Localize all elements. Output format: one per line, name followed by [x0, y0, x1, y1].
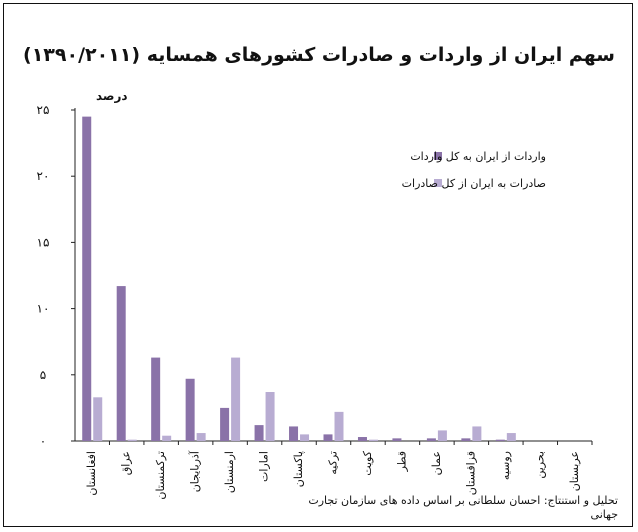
- category-label: عمان: [430, 451, 443, 475]
- bar-imports: [220, 407, 230, 441]
- bar-imports: [82, 116, 92, 442]
- category-label: روسیه: [499, 451, 512, 480]
- y-tick-label: ۱۵: [37, 235, 50, 249]
- bar-imports: [289, 426, 299, 441]
- bar-imports: [461, 438, 471, 441]
- bar-imports: [426, 438, 436, 441]
- legend-swatch: [434, 152, 442, 160]
- bar-exports: [437, 430, 447, 441]
- bar-exports: [334, 411, 344, 441]
- bar-imports: [185, 378, 195, 441]
- category-label: ارمنستان: [223, 451, 236, 493]
- y-tick-label: ۲۰: [37, 169, 50, 183]
- chart-frame: [3, 3, 633, 527]
- bar-imports: [116, 286, 126, 441]
- category-label: پاکستان: [292, 451, 305, 487]
- y-tick-label: ۲۵: [37, 103, 50, 117]
- bar-imports: [357, 437, 367, 441]
- bar-imports: [151, 357, 161, 441]
- category-label: عراق: [120, 451, 133, 475]
- category-label: ترکمنستان: [154, 451, 167, 500]
- category-label: بحرین: [533, 451, 546, 479]
- bar-exports: [472, 426, 482, 441]
- bar-exports: [196, 433, 206, 441]
- category-label: قطر: [395, 451, 408, 472]
- bar-imports: [254, 425, 264, 441]
- bar-exports: [162, 435, 172, 441]
- bar-exports: [127, 439, 137, 441]
- category-label: کویت: [361, 450, 374, 476]
- y-tick-label: ۵: [40, 368, 46, 382]
- category-label: عربستان: [568, 451, 581, 491]
- bar-exports: [231, 357, 241, 441]
- bar-exports: [506, 433, 516, 441]
- bar-imports: [323, 434, 333, 441]
- bar-exports: [93, 397, 103, 441]
- category-label: امارات: [258, 451, 271, 482]
- bar-exports: [265, 392, 275, 441]
- category-label: افغانستان: [85, 451, 98, 496]
- category-label: آذربایجان: [188, 450, 202, 492]
- category-label: ترکیه: [327, 451, 340, 475]
- legend-swatch: [434, 179, 442, 187]
- bar-exports: [300, 434, 310, 441]
- bar-imports: [392, 438, 402, 441]
- legend-label: صادرات به ایران از کل صادرات: [402, 177, 546, 190]
- legend-label: واردات از ایران به کل واردات: [410, 150, 546, 163]
- bar-imports: [495, 439, 505, 441]
- y-tick-label: ۱۰: [37, 302, 50, 316]
- source-note: تحلیل و استنتاج: احسان سلطانی بر اساس دا…: [308, 494, 618, 521]
- chart-title: سهم ایران از واردات و صادرات کشورهای همس…: [23, 44, 615, 66]
- y-axis-unit-label: درصد: [96, 89, 128, 103]
- category-label: قزاقستان: [464, 451, 477, 495]
- y-tick-label: ۰: [40, 434, 46, 448]
- bar-exports: [368, 439, 378, 441]
